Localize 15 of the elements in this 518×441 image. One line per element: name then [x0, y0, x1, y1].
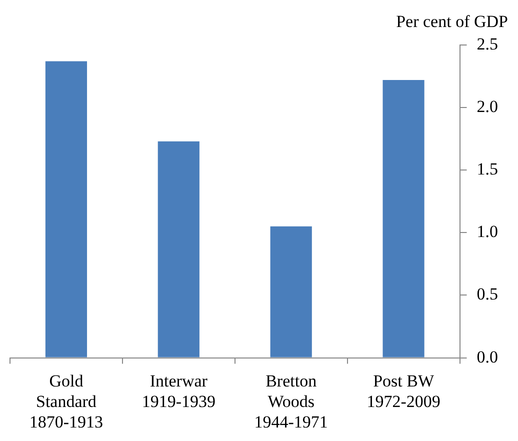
y-tick-label: 1.5 — [476, 160, 498, 179]
bar — [270, 226, 312, 358]
y-tick-label: 1.0 — [476, 222, 498, 242]
y-tick-label: 0.0 — [476, 347, 498, 366]
x-tick-label: Gold Standard 1870-1913 — [29, 371, 104, 432]
x-tick-label: Post BW 1972-2009 — [366, 371, 440, 411]
y-axis-title: Per cent of GDP — [396, 12, 508, 31]
bar — [382, 80, 424, 358]
bar — [158, 141, 200, 358]
y-tick-label: 2.5 — [476, 34, 498, 54]
y-tick-label: 0.5 — [476, 284, 498, 304]
y-tick-label: 2.0 — [476, 97, 498, 116]
x-tick-label: Bretton Woods 1944-1971 — [254, 371, 328, 432]
bar — [45, 61, 88, 358]
x-tick-label: Interwar 1919-1939 — [142, 371, 216, 411]
